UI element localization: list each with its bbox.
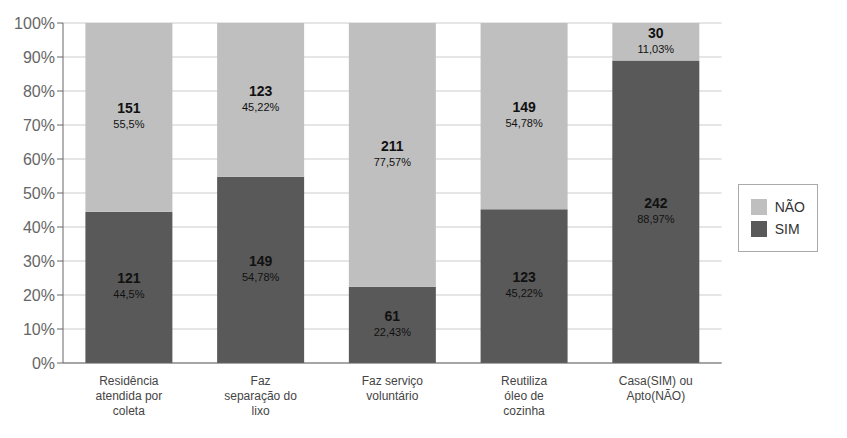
svg-text:88,97%: 88,97% (637, 213, 675, 225)
svg-text:30%: 30% (23, 253, 55, 270)
svg-text:80%: 80% (23, 83, 55, 100)
svg-text:Casa(SIM) ouApto(NÃO): Casa(SIM) ouApto(NÃO) (619, 374, 693, 403)
svg-text:61: 61 (385, 308, 401, 324)
svg-text:77,57%: 77,57% (374, 156, 412, 168)
svg-text:22,43%: 22,43% (374, 326, 412, 338)
svg-text:123: 123 (249, 83, 273, 99)
html-text:NÃO: NÃO (774, 199, 805, 215)
svg-text:44,5%: 44,5% (113, 288, 144, 300)
svg-text:54,78%: 54,78% (505, 117, 543, 129)
svg-text:45,22%: 45,22% (242, 101, 280, 113)
svg-text:0%: 0% (32, 355, 55, 372)
svg-text:123: 123 (512, 269, 536, 285)
svg-text:11,03%: 11,03% (638, 43, 675, 55)
svg-text:211: 211 (381, 138, 404, 154)
svg-text:Fazseparação dolixo: Fazseparação dolixo (224, 374, 297, 418)
svg-text:20%: 20% (23, 287, 55, 304)
svg-text:50%: 50% (23, 185, 55, 202)
svg-text:40%: 40% (23, 219, 55, 236)
svg-text:54,78%: 54,78% (242, 271, 280, 283)
svg-text:Reutilizaóleo decozinha: Reutilizaóleo decozinha (501, 374, 547, 418)
svg-text:151: 151 (117, 100, 141, 116)
svg-text:121: 121 (117, 270, 141, 286)
svg-text:242: 242 (644, 195, 668, 211)
svg-text:149: 149 (512, 99, 536, 115)
svg-text:Residênciaatendida porcoleta: Residênciaatendida porcoleta (95, 374, 162, 418)
svg-text:30: 30 (648, 25, 664, 41)
svg-text:55,5%: 55,5% (113, 118, 144, 130)
svg-text:60%: 60% (23, 151, 55, 168)
svg-text:100%: 100% (14, 15, 55, 32)
svg-text:45,22%: 45,22% (505, 287, 543, 299)
svg-text:90%: 90% (23, 49, 55, 66)
svg-text:149: 149 (249, 253, 273, 269)
svg-text:70%: 70% (23, 117, 55, 134)
svg-text:10%: 10% (23, 321, 55, 338)
html-text:SIM: SIM (774, 221, 800, 237)
svg-text:Faz serviçovoluntário: Faz serviçovoluntário (362, 374, 424, 403)
